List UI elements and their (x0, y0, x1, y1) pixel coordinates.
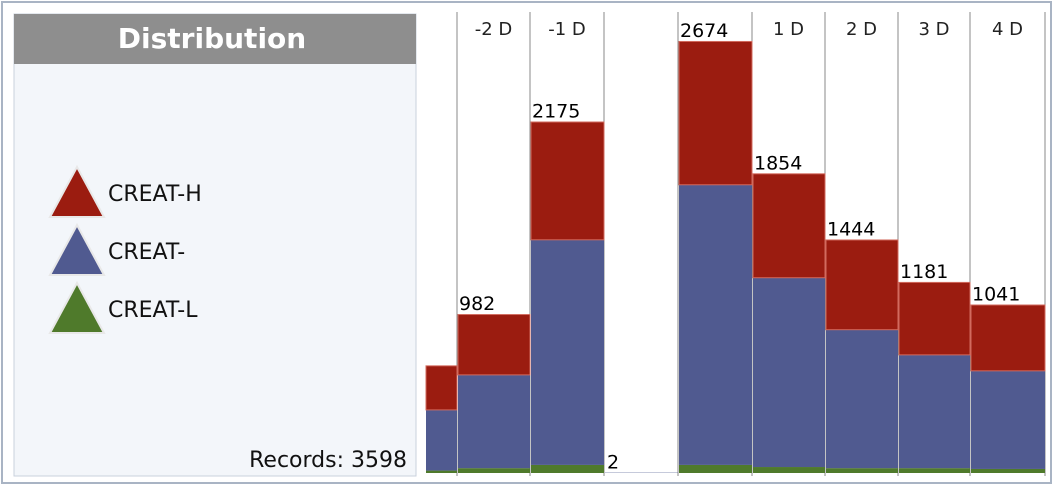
bar-segment (899, 468, 970, 473)
bar-segment (899, 355, 970, 468)
bar-segment (971, 371, 1045, 469)
bar-segment (426, 410, 457, 471)
bar-segment (458, 375, 530, 468)
panel-title: Distribution (118, 22, 306, 55)
bar-segment (458, 315, 530, 375)
legend: CREAT-H CREAT- CREAT-L (50, 167, 202, 333)
column-header: 3 D (918, 19, 949, 40)
bar-segment (971, 305, 1045, 371)
bar-segment (753, 467, 825, 473)
bar-segment (458, 468, 530, 473)
column-header: 1 D (773, 19, 804, 40)
bar-segment (826, 468, 898, 473)
total-label: 1181 (900, 261, 948, 283)
legend-label: CREAT- (108, 240, 185, 265)
bar-segment (753, 174, 825, 278)
legend-label: CREAT-H (108, 182, 202, 207)
total-label: 1854 (754, 152, 802, 174)
records-count: Records: 3598 (249, 448, 407, 473)
bar-segment (531, 122, 604, 240)
total-label: 2674 (680, 20, 728, 42)
bar-segment (753, 278, 825, 467)
total-label: 982 (459, 293, 495, 315)
total-label: 1444 (827, 218, 875, 240)
total-label: 1041 (972, 284, 1020, 306)
bar-segment (971, 469, 1045, 473)
column-header: 2 D (846, 19, 877, 40)
bar-segment (426, 471, 457, 473)
bar-segment (531, 465, 604, 473)
total-label: 2175 (532, 101, 580, 123)
total-label: 2 (607, 452, 619, 474)
bar-segment (531, 240, 604, 465)
bar-segment (426, 366, 457, 410)
bar-segment (899, 282, 970, 354)
bar-segment (826, 240, 898, 330)
bar-segment (679, 185, 752, 465)
column-header: -1 D (548, 19, 586, 40)
legend-label: CREAT-L (108, 298, 198, 323)
bar-segment (679, 41, 752, 184)
column-header: -2 D (475, 19, 513, 40)
column-header: 4 D (992, 19, 1023, 40)
bar-segment (826, 330, 898, 468)
bar-segment (679, 465, 752, 473)
